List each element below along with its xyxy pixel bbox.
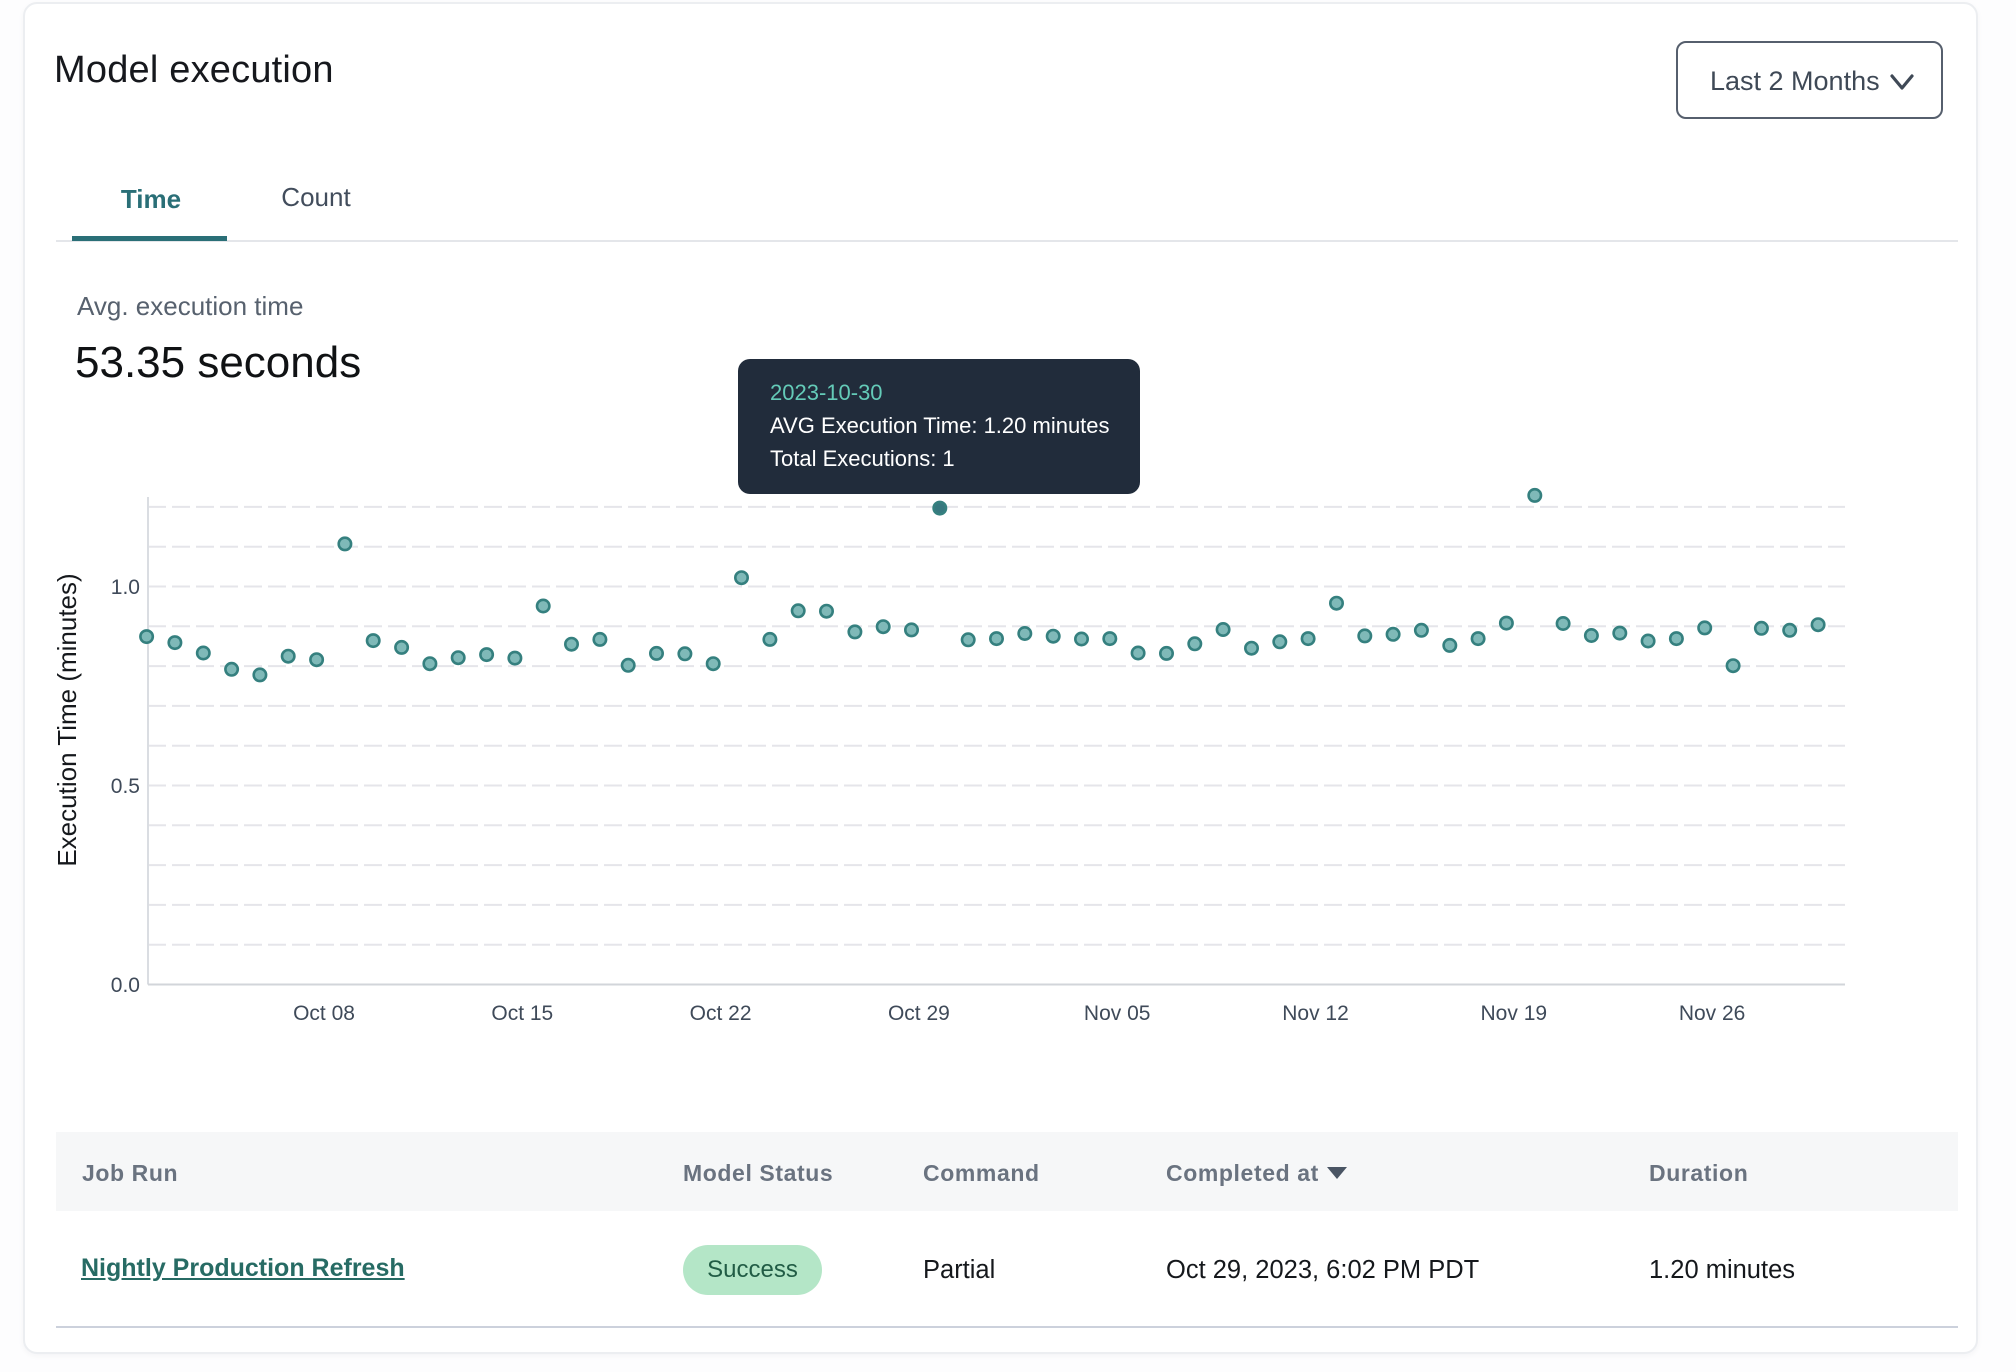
svg-text:Oct 29: Oct 29 xyxy=(888,1002,950,1025)
svg-text:Nov 05: Nov 05 xyxy=(1084,1002,1151,1025)
svg-text:Nov 12: Nov 12 xyxy=(1282,1002,1349,1025)
svg-text:Execution Time (minutes): Execution Time (minutes) xyxy=(52,573,82,866)
svg-text:Oct 22: Oct 22 xyxy=(690,1002,752,1025)
svg-text:Nov 19: Nov 19 xyxy=(1481,1002,1548,1025)
svg-text:Oct 08: Oct 08 xyxy=(293,1002,355,1025)
svg-text:Nov 26: Nov 26 xyxy=(1679,1002,1746,1025)
svg-text:0.5: 0.5 xyxy=(111,775,140,798)
svg-text:Oct 15: Oct 15 xyxy=(491,1002,553,1025)
svg-text:1.0: 1.0 xyxy=(111,576,140,599)
svg-text:0.0: 0.0 xyxy=(111,974,140,997)
